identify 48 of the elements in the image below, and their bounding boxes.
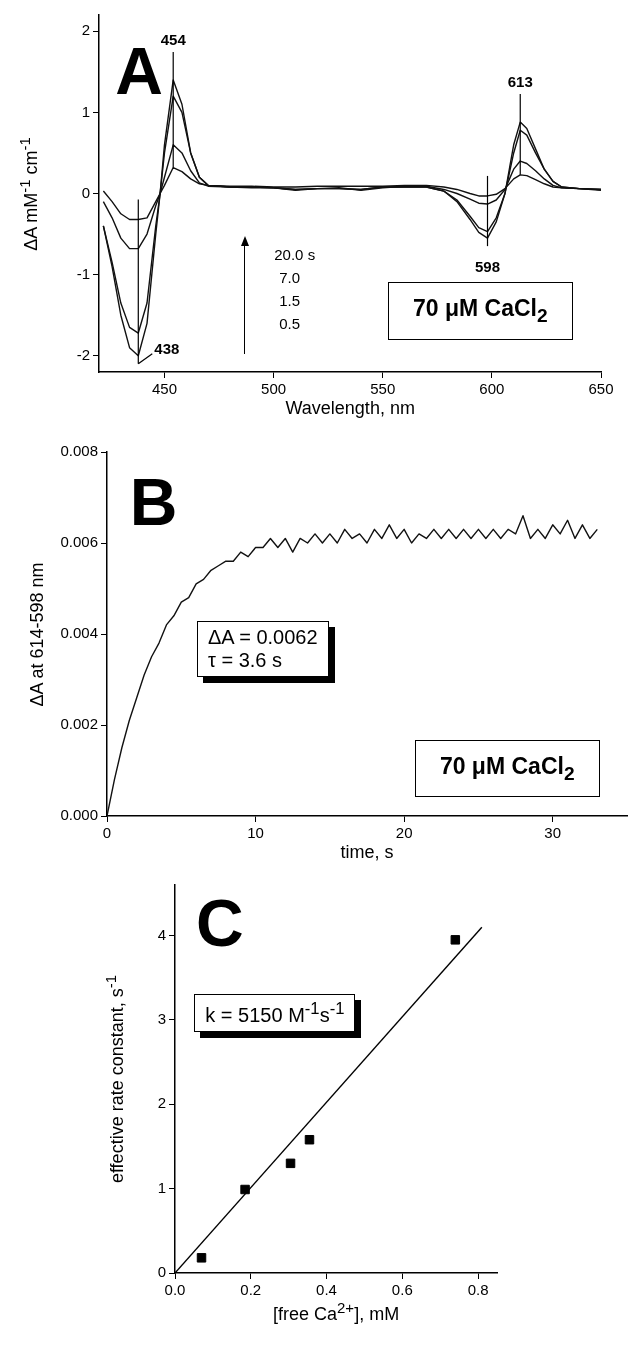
x-tick-label: 20 [395,824,413,842]
y-tick-label: 0.006 [60,533,98,551]
annotation: 0.5 [279,315,301,333]
x-tick-label: 600 [479,380,505,398]
y-tick-label: 1 [157,1178,166,1196]
annotation: 1.5 [279,292,301,310]
y-tick-label: 4 [157,925,166,943]
y-axis-title: ΔA at 614-598 nm [26,561,48,707]
y-tick-label: 1 [81,102,90,120]
x-tick-label: 30 [544,824,562,842]
annotation: 20.0 s [274,245,316,263]
annotation: τ = 3.6 s [208,648,284,672]
x-tick-label: 450 [151,380,177,398]
x-axis-title: [free Ca$^{2+}$], mM [273,1299,400,1325]
x-tick-label: 10 [247,824,264,842]
x-tick-label: 0.8 [467,1281,489,1299]
y-tick-label: 0.002 [60,715,98,733]
y-tick-label: 0 [81,183,90,201]
y-tick-label: 3 [157,1010,166,1028]
ref-line-label: 613 [507,72,533,90]
annotation: 70 μM CaCl$_{2}$ [439,752,575,785]
x-tick-label: 550 [370,380,396,398]
annotation: B [129,464,178,541]
x-tick-label: 0.6 [391,1281,413,1299]
y-tick-label: 2 [81,21,90,39]
y-tick-label: 0.000 [60,806,98,824]
x-tick-label: 0 [102,824,112,842]
y-tick-label: 2 [157,1094,166,1112]
annotation: ΔA = 0.0062 [208,625,318,649]
ref-line-label: 598 [474,257,501,275]
x-axis-title: time, s [340,842,394,863]
annotation: k = 5150 M$^{-1}$s$^{-1}$ [205,999,345,1027]
x-tick-label: 0.4 [316,1281,337,1299]
y-tick-label: -2 [76,345,90,363]
x-axis-title: Wavelength, nm [285,398,415,419]
y-tick-label: -1 [76,264,90,282]
ref-line-label: 454 [160,30,187,48]
annotation: 7.0 [279,268,301,287]
y-tick-label: 0.008 [60,442,98,460]
x-tick-label: 0.0 [164,1281,186,1299]
y-tick-label: 0 [157,1263,166,1281]
ref-line-label: 438 [154,339,180,357]
x-tick-label: 0.2 [240,1281,262,1299]
x-tick-label: 500 [261,380,287,398]
y-tick-label: 0.004 [60,624,98,642]
annotation: C [196,885,244,962]
annotation: 70 μM CaCl$_{2}$ [413,295,548,327]
x-tick-label: 650 [588,380,614,398]
